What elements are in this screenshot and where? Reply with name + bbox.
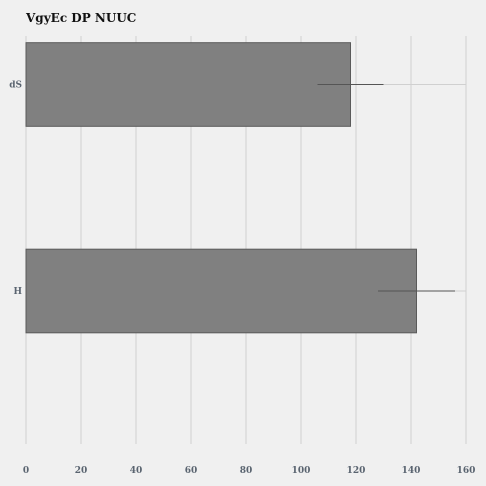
- x-tick-label: 80: [240, 466, 253, 476]
- chart-title: VgyEc DP NUUC: [25, 11, 136, 25]
- y-tick-label: dS: [9, 81, 22, 91]
- x-tick-label: 0: [23, 466, 29, 476]
- y-tick-layer: dS H: [9, 81, 22, 298]
- x-tick-label: 160: [457, 466, 476, 476]
- x-tick-label: 120: [347, 466, 366, 476]
- x-tick-layer: 0 20 40 60 80 100 120 140 160: [23, 466, 476, 476]
- x-tick-label: 140: [402, 466, 421, 476]
- y-tick-label: H: [13, 287, 22, 297]
- bar-h: [25, 248, 417, 334]
- x-tick-label: 40: [130, 466, 143, 476]
- x-tick-label: 20: [75, 466, 88, 476]
- bar-layer: [25, 42, 466, 334]
- x-tick-label: 100: [292, 466, 311, 476]
- x-tick-label: 60: [185, 466, 198, 476]
- bar-ds: [25, 42, 351, 127]
